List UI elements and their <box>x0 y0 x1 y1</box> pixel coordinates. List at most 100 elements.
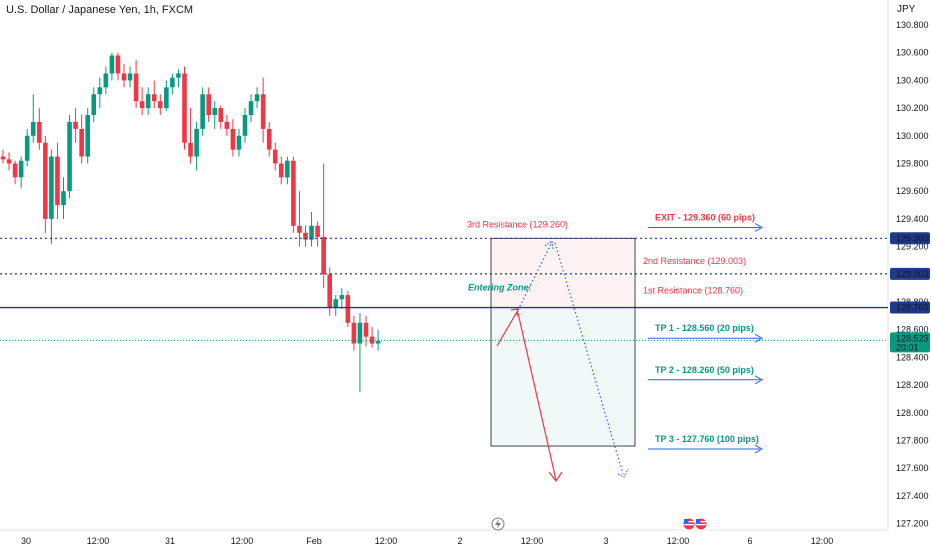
resistance-zone <box>490 237 636 308</box>
symbol-title[interactable]: U.S. Dollar / Japanese Yen, 1h, FXCM <box>6 4 194 16</box>
candle-body <box>248 101 254 116</box>
candle-body <box>339 295 345 300</box>
level-price-value: 128.760 <box>896 303 929 313</box>
candle-body <box>91 94 97 116</box>
level-price-value: 129.003 <box>896 269 929 279</box>
candle-body <box>12 163 18 178</box>
time-tick: 12:00 <box>231 536 254 546</box>
entry-arrow-down <box>517 312 557 481</box>
level-price-tag <box>890 267 930 280</box>
candle-body <box>151 94 157 102</box>
candle-body <box>49 156 54 219</box>
arrow-head-icon <box>754 444 764 454</box>
event-icons <box>491 517 708 531</box>
price-tick: 130.600 <box>896 48 929 58</box>
price-tick: 129.400 <box>896 214 929 224</box>
price-tick: 130.000 <box>896 131 929 141</box>
candle-body <box>73 121 78 129</box>
price-tick: 129.600 <box>896 186 929 196</box>
level-price-tag <box>890 301 930 314</box>
candle-body <box>309 225 314 240</box>
candle-body <box>260 94 266 129</box>
time-tick: 31 <box>165 536 175 546</box>
target-zone <box>490 307 636 447</box>
candle-body <box>230 128 236 150</box>
time-tick: Feb <box>306 536 322 546</box>
candle-body <box>200 94 205 129</box>
candle-body <box>37 121 42 143</box>
tp2-label: TP 2 - 128.260 (50 pips) <box>655 365 754 375</box>
candle-body <box>127 73 133 81</box>
level-price-tag <box>890 232 930 245</box>
arrow-head-icon <box>754 223 764 232</box>
candle-body <box>297 225 302 233</box>
candle-body <box>279 163 284 178</box>
candle-body <box>43 142 48 219</box>
candle-body <box>206 94 211 116</box>
flag-stripe <box>696 524 706 526</box>
candle-body <box>18 160 24 178</box>
candle-body <box>103 73 109 88</box>
entry-arrow-up <box>496 309 519 347</box>
annotations: 3rd Resistance (129.260) 2nd Resistance (… <box>467 212 764 454</box>
price-tick: 128.200 <box>896 380 929 390</box>
resistance-levels <box>0 237 888 341</box>
time-tick: 12:00 <box>667 536 690 546</box>
candle-body <box>115 55 121 74</box>
tp3-label: TP 3 - 127.760 (100 pips) <box>655 434 759 444</box>
flag-stripe <box>696 521 706 523</box>
arrow-head-icon <box>617 468 629 478</box>
current-price-tag <box>890 332 930 353</box>
tp1-label: TP 1 - 128.560 (20 pips) <box>655 323 754 333</box>
resistance-2-label: 2nd Resistance (129.003) <box>643 256 746 266</box>
flag-stripe <box>684 524 694 526</box>
price-tick: 130.200 <box>896 103 929 113</box>
candle-body <box>109 55 115 74</box>
price-tick: 127.200 <box>896 519 929 529</box>
candle-body <box>61 191 66 206</box>
trade-zones <box>490 237 636 447</box>
candle-body <box>55 156 60 206</box>
candle-body <box>315 225 320 237</box>
candle-body <box>188 142 193 157</box>
candle-body <box>266 128 272 150</box>
grid-lines <box>0 0 889 531</box>
candle-body <box>357 322 363 344</box>
candle-body <box>291 160 296 226</box>
candle-body <box>345 295 351 323</box>
time-tick: 12:00 <box>521 536 544 546</box>
candle-body <box>158 101 163 109</box>
candle-body <box>176 73 181 78</box>
flag-canton <box>684 519 689 523</box>
time-tick: 12:00 <box>811 536 834 546</box>
price-tick: 128.600 <box>896 325 929 335</box>
candle-body <box>242 115 248 136</box>
candle-body <box>97 87 103 95</box>
countdown-timer: 20:01 <box>896 342 919 352</box>
projection-arrow-up <box>517 243 552 311</box>
flag-canton <box>696 519 701 523</box>
price-tick: 130.800 <box>896 20 929 30</box>
projection-arrows <box>496 239 629 483</box>
time-tick: 3 <box>603 536 608 546</box>
time-tick: 30 <box>21 536 31 546</box>
resistance-1-label: 1st Resistance (128.760) <box>643 286 743 296</box>
price-axis[interactable]: 130.800 130.600 130.400 130.200 130.000 129.8… <box>896 20 929 529</box>
exit-label: EXIT - 129.360 (60 pips) <box>655 212 755 222</box>
candle-body <box>212 108 218 116</box>
price-tick: 129.200 <box>896 242 929 252</box>
arrow-head-icon <box>754 333 764 343</box>
candle-body <box>321 236 326 275</box>
candle-body <box>24 135 30 161</box>
candle-body <box>218 108 224 122</box>
candle-body <box>333 299 339 308</box>
resistance-3-label: 3rd Resistance (129.260) <box>467 219 568 229</box>
price-tick: 127.800 <box>896 436 929 446</box>
arrow-head-icon <box>548 471 563 483</box>
price-tick: 130.400 <box>896 75 929 85</box>
candle-body <box>85 115 90 157</box>
time-axis[interactable]: 30 12:00 31 12:00 Feb 12:00 2 12:00 3 12:00 6 12:00 <box>21 536 833 546</box>
candle-body <box>121 73 127 81</box>
